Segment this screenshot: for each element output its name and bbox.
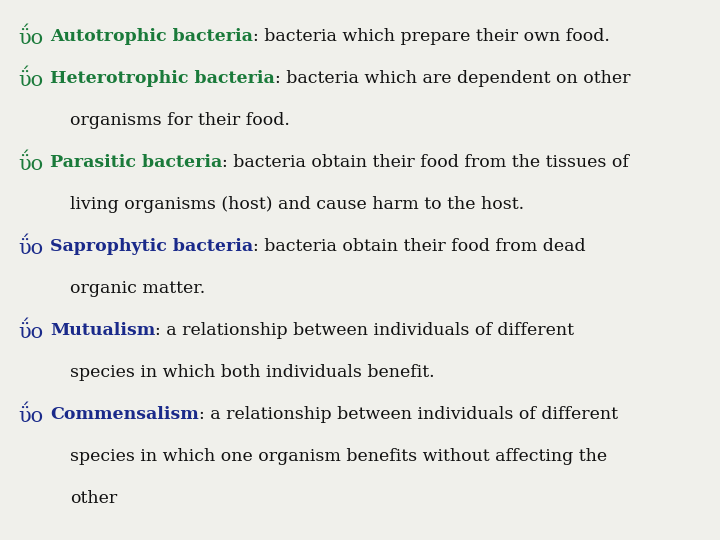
Text: ΰο: ΰο (18, 406, 43, 427)
Text: organic matter.: organic matter. (70, 280, 205, 297)
Text: ΰο: ΰο (18, 322, 43, 342)
Text: : bacteria obtain their food from the tissues of: : bacteria obtain their food from the ti… (222, 154, 629, 171)
Text: organisms for their food.: organisms for their food. (70, 112, 290, 129)
Text: species in which both individuals benefit.: species in which both individuals benefi… (70, 364, 435, 381)
Text: ΰο: ΰο (18, 28, 43, 49)
Text: : bacteria which prepare their own food.: : bacteria which prepare their own food. (253, 28, 610, 45)
Text: species in which one organism benefits without affecting the: species in which one organism benefits w… (70, 448, 607, 465)
Text: Parasitic bacteria: Parasitic bacteria (50, 154, 222, 171)
Text: living organisms (host) and cause harm to the host.: living organisms (host) and cause harm t… (70, 196, 524, 213)
Text: Autotrophic bacteria: Autotrophic bacteria (50, 28, 253, 45)
Text: ΰο: ΰο (18, 154, 43, 174)
Text: Saprophytic bacteria: Saprophytic bacteria (50, 238, 253, 255)
Text: Commensalism: Commensalism (50, 406, 199, 423)
Text: ΰο: ΰο (18, 238, 43, 259)
Text: : a relationship between individuals of different: : a relationship between individuals of … (156, 322, 575, 339)
Text: ΰο: ΰο (18, 70, 43, 91)
Text: Mutualism: Mutualism (50, 322, 156, 339)
Text: : bacteria obtain their food from dead: : bacteria obtain their food from dead (253, 238, 586, 255)
Text: : bacteria which are dependent on other: : bacteria which are dependent on other (275, 70, 630, 87)
Text: other: other (70, 490, 117, 507)
Text: Heterotrophic bacteria: Heterotrophic bacteria (50, 70, 275, 87)
Text: : a relationship between individuals of different: : a relationship between individuals of … (199, 406, 618, 423)
